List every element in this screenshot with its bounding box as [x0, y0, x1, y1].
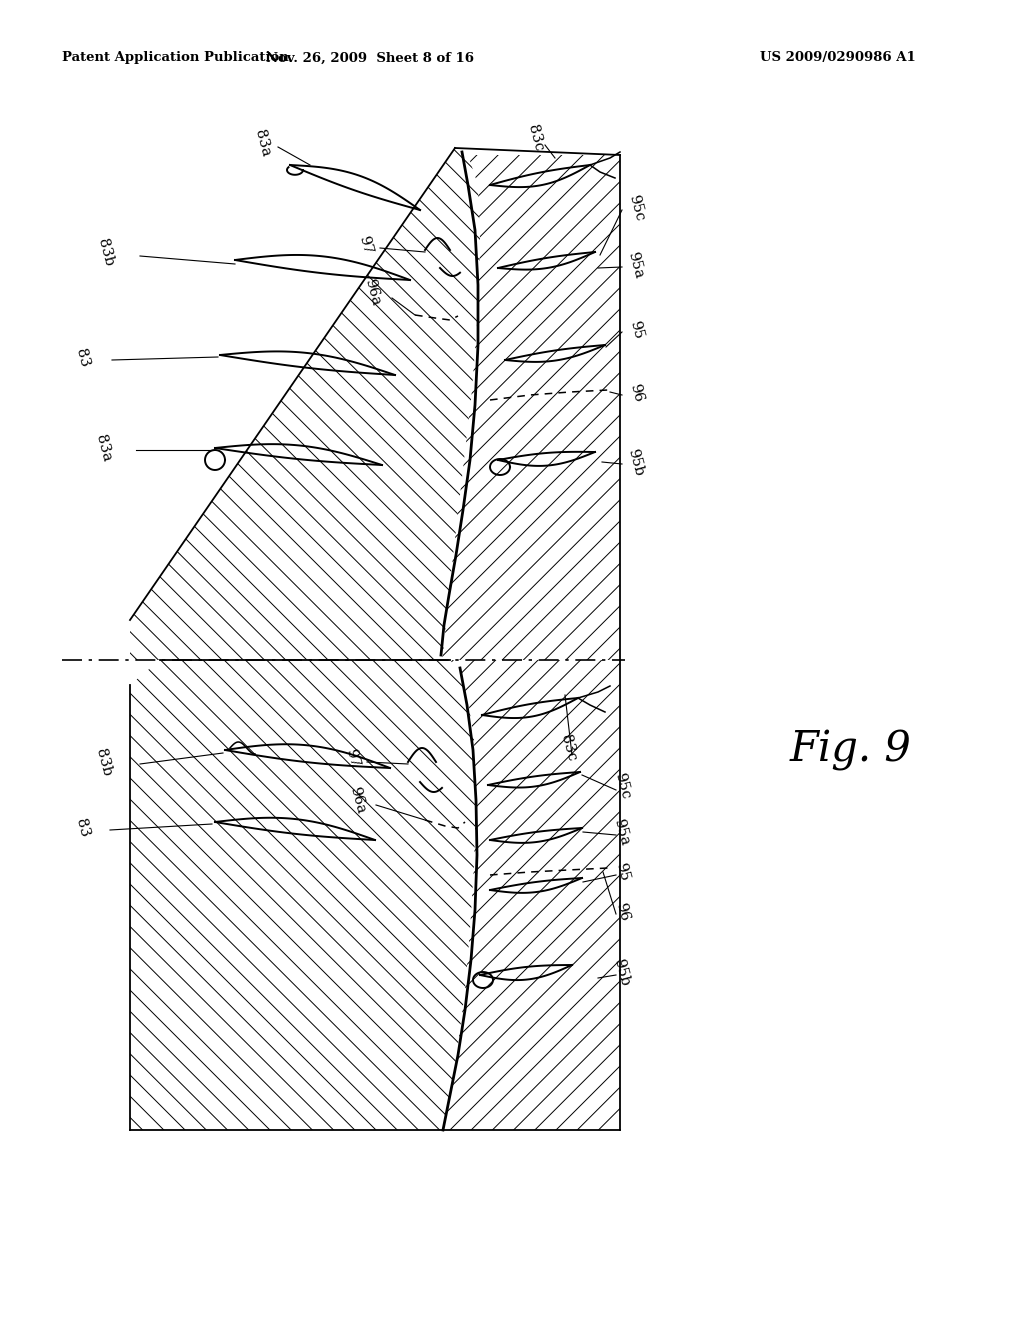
Text: US 2009/0290986 A1: US 2009/0290986 A1 — [760, 51, 915, 65]
Polygon shape — [442, 154, 620, 660]
Text: 83b: 83b — [94, 236, 116, 268]
Text: 95b: 95b — [611, 957, 633, 987]
Text: 83c: 83c — [524, 123, 545, 153]
Text: Fig. 9: Fig. 9 — [790, 729, 912, 771]
Text: Patent Application Publication: Patent Application Publication — [62, 51, 289, 65]
Text: 83: 83 — [73, 817, 91, 840]
Text: 96a: 96a — [362, 277, 383, 308]
Text: 95c: 95c — [611, 771, 632, 801]
Polygon shape — [130, 660, 476, 1130]
Polygon shape — [130, 148, 480, 660]
Text: 95a: 95a — [626, 249, 646, 280]
Text: 83a: 83a — [252, 128, 272, 158]
Text: 95a: 95a — [611, 817, 632, 847]
Text: 95: 95 — [627, 319, 645, 341]
Text: 83: 83 — [73, 347, 91, 368]
Text: 95: 95 — [612, 861, 631, 883]
Text: 83b: 83b — [92, 747, 114, 777]
Text: Nov. 26, 2009  Sheet 8 of 16: Nov. 26, 2009 Sheet 8 of 16 — [266, 51, 474, 65]
Text: 97: 97 — [343, 747, 361, 768]
Text: 96: 96 — [612, 902, 631, 923]
Text: 83a: 83a — [93, 433, 114, 463]
Text: 95b: 95b — [626, 446, 646, 478]
Text: 83c: 83c — [558, 733, 579, 763]
Text: 96: 96 — [627, 383, 645, 404]
Polygon shape — [442, 660, 620, 1130]
Text: 96a: 96a — [348, 785, 369, 814]
Text: 95c: 95c — [626, 193, 646, 223]
Text: 97: 97 — [356, 234, 374, 256]
